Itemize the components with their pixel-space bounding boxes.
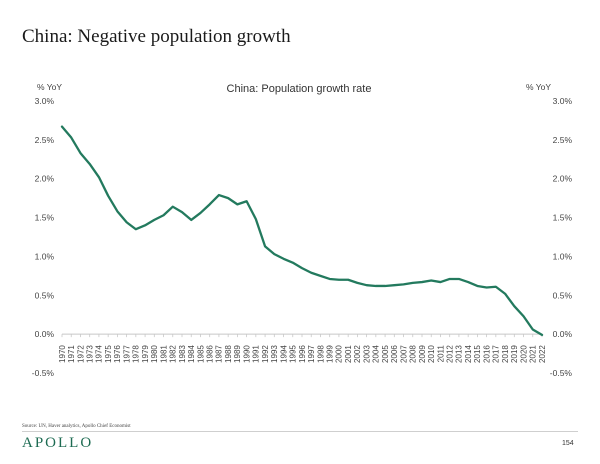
x-tick-label: 2012	[445, 345, 454, 363]
x-tick-label: 1989	[233, 345, 242, 363]
y-tick-label-left: 1.0%	[35, 251, 55, 261]
x-tick-label: 1979	[141, 345, 150, 363]
page-title: China: Negative population growth	[22, 26, 291, 47]
x-tick-label: 1981	[159, 345, 168, 363]
y-tick-label-left: 3.0%	[35, 96, 55, 106]
x-tick-label: 2002	[353, 345, 362, 363]
x-tick-label: 1980	[150, 345, 159, 363]
x-tick-label: 2004	[372, 345, 381, 363]
source-note: Source: UN, Haver analytics, Apollo Chie…	[22, 424, 131, 429]
x-tick-label: 2019	[510, 345, 519, 363]
x-tick-label: 1992	[261, 345, 270, 363]
y-tick-label-left: 0.5%	[35, 290, 55, 300]
y-tick-label-left: 0.0%	[35, 329, 55, 339]
x-tick-label: 2007	[399, 345, 408, 363]
x-tick-label: 1973	[85, 345, 94, 363]
x-tick-label: 2003	[362, 345, 371, 363]
x-tick-label: 1988	[224, 345, 233, 363]
y-tick-label-left: -0.5%	[32, 368, 55, 378]
x-tick-label: 2011	[436, 345, 445, 363]
y-tick-label-right: 1.5%	[553, 213, 573, 223]
y-tick-label-right: 3.0%	[553, 96, 573, 106]
y-tick-label-left: 1.5%	[35, 213, 55, 223]
x-tick-label: 2013	[455, 345, 464, 363]
y-tick-label-right: 0.0%	[553, 329, 573, 339]
x-tick-label: 2006	[390, 345, 399, 363]
x-tick-label: 1983	[178, 345, 187, 363]
x-tick-label: 2014	[464, 345, 473, 363]
footer-divider	[22, 431, 578, 432]
x-tick-label: 1970	[58, 345, 67, 363]
x-tick-label: 2018	[501, 345, 510, 363]
apollo-logo: APOLLO	[22, 435, 94, 451]
y-axis-label-right: % YoY	[526, 82, 551, 92]
x-tick-label: 1986	[205, 345, 214, 363]
y-axis-label-left: % YoY	[37, 82, 62, 92]
x-tick-label: 1984	[187, 345, 196, 363]
series-line-0	[60, 125, 544, 337]
page-number: 154	[562, 440, 574, 447]
x-tick-label: 1998	[316, 345, 325, 363]
x-tick-label: 2020	[519, 345, 528, 363]
x-tick-label: 1977	[122, 345, 131, 363]
x-tick-label: 1995	[289, 345, 298, 363]
y-tick-label-left: 2.5%	[35, 135, 55, 145]
x-tick-label: 1976	[113, 345, 122, 363]
x-tick-label: 1978	[132, 345, 141, 363]
y-tick-label-right: 2.5%	[553, 135, 573, 145]
y-tick-label-right: 2.0%	[553, 174, 573, 184]
x-tick-label: 2009	[418, 345, 427, 363]
x-tick-label: 2022	[538, 345, 547, 363]
x-tick-label: 1993	[270, 345, 279, 363]
x-tick-label: 2005	[381, 345, 390, 363]
x-tick-label: 1996	[298, 345, 307, 363]
x-tick-label: 1990	[242, 345, 251, 363]
y-tick-label-left: 2.0%	[35, 174, 55, 184]
x-tick-label: 2000	[335, 345, 344, 363]
chart-title: China: Population growth rate	[227, 83, 372, 95]
y-tick-label-right: -0.5%	[550, 368, 573, 378]
x-tick-label: 2016	[482, 345, 491, 363]
x-tick-label: 2017	[492, 345, 501, 363]
x-tick-label: 1999	[325, 345, 334, 363]
x-tick-label: 2008	[409, 345, 418, 363]
y-tick-label-right: 1.0%	[553, 251, 573, 261]
x-tick-label: 2010	[427, 345, 436, 363]
x-tick-label: 1982	[169, 345, 178, 363]
x-tick-label: 2021	[529, 345, 538, 363]
x-tick-label: 1985	[196, 345, 205, 363]
x-tick-label: 1994	[279, 345, 288, 363]
x-tick-label: 1972	[76, 345, 85, 363]
y-tick-label-right: 0.5%	[553, 290, 573, 300]
x-tick-label: 1974	[95, 345, 104, 363]
x-tick-label: 1987	[215, 345, 224, 363]
x-tick-label: 1991	[252, 345, 261, 363]
x-tick-label: 1975	[104, 345, 113, 363]
x-tick-label: 1971	[67, 345, 76, 363]
x-tick-label: 1997	[307, 345, 316, 363]
x-tick-label: 2001	[344, 345, 353, 363]
x-tick-label: 2015	[473, 345, 482, 363]
